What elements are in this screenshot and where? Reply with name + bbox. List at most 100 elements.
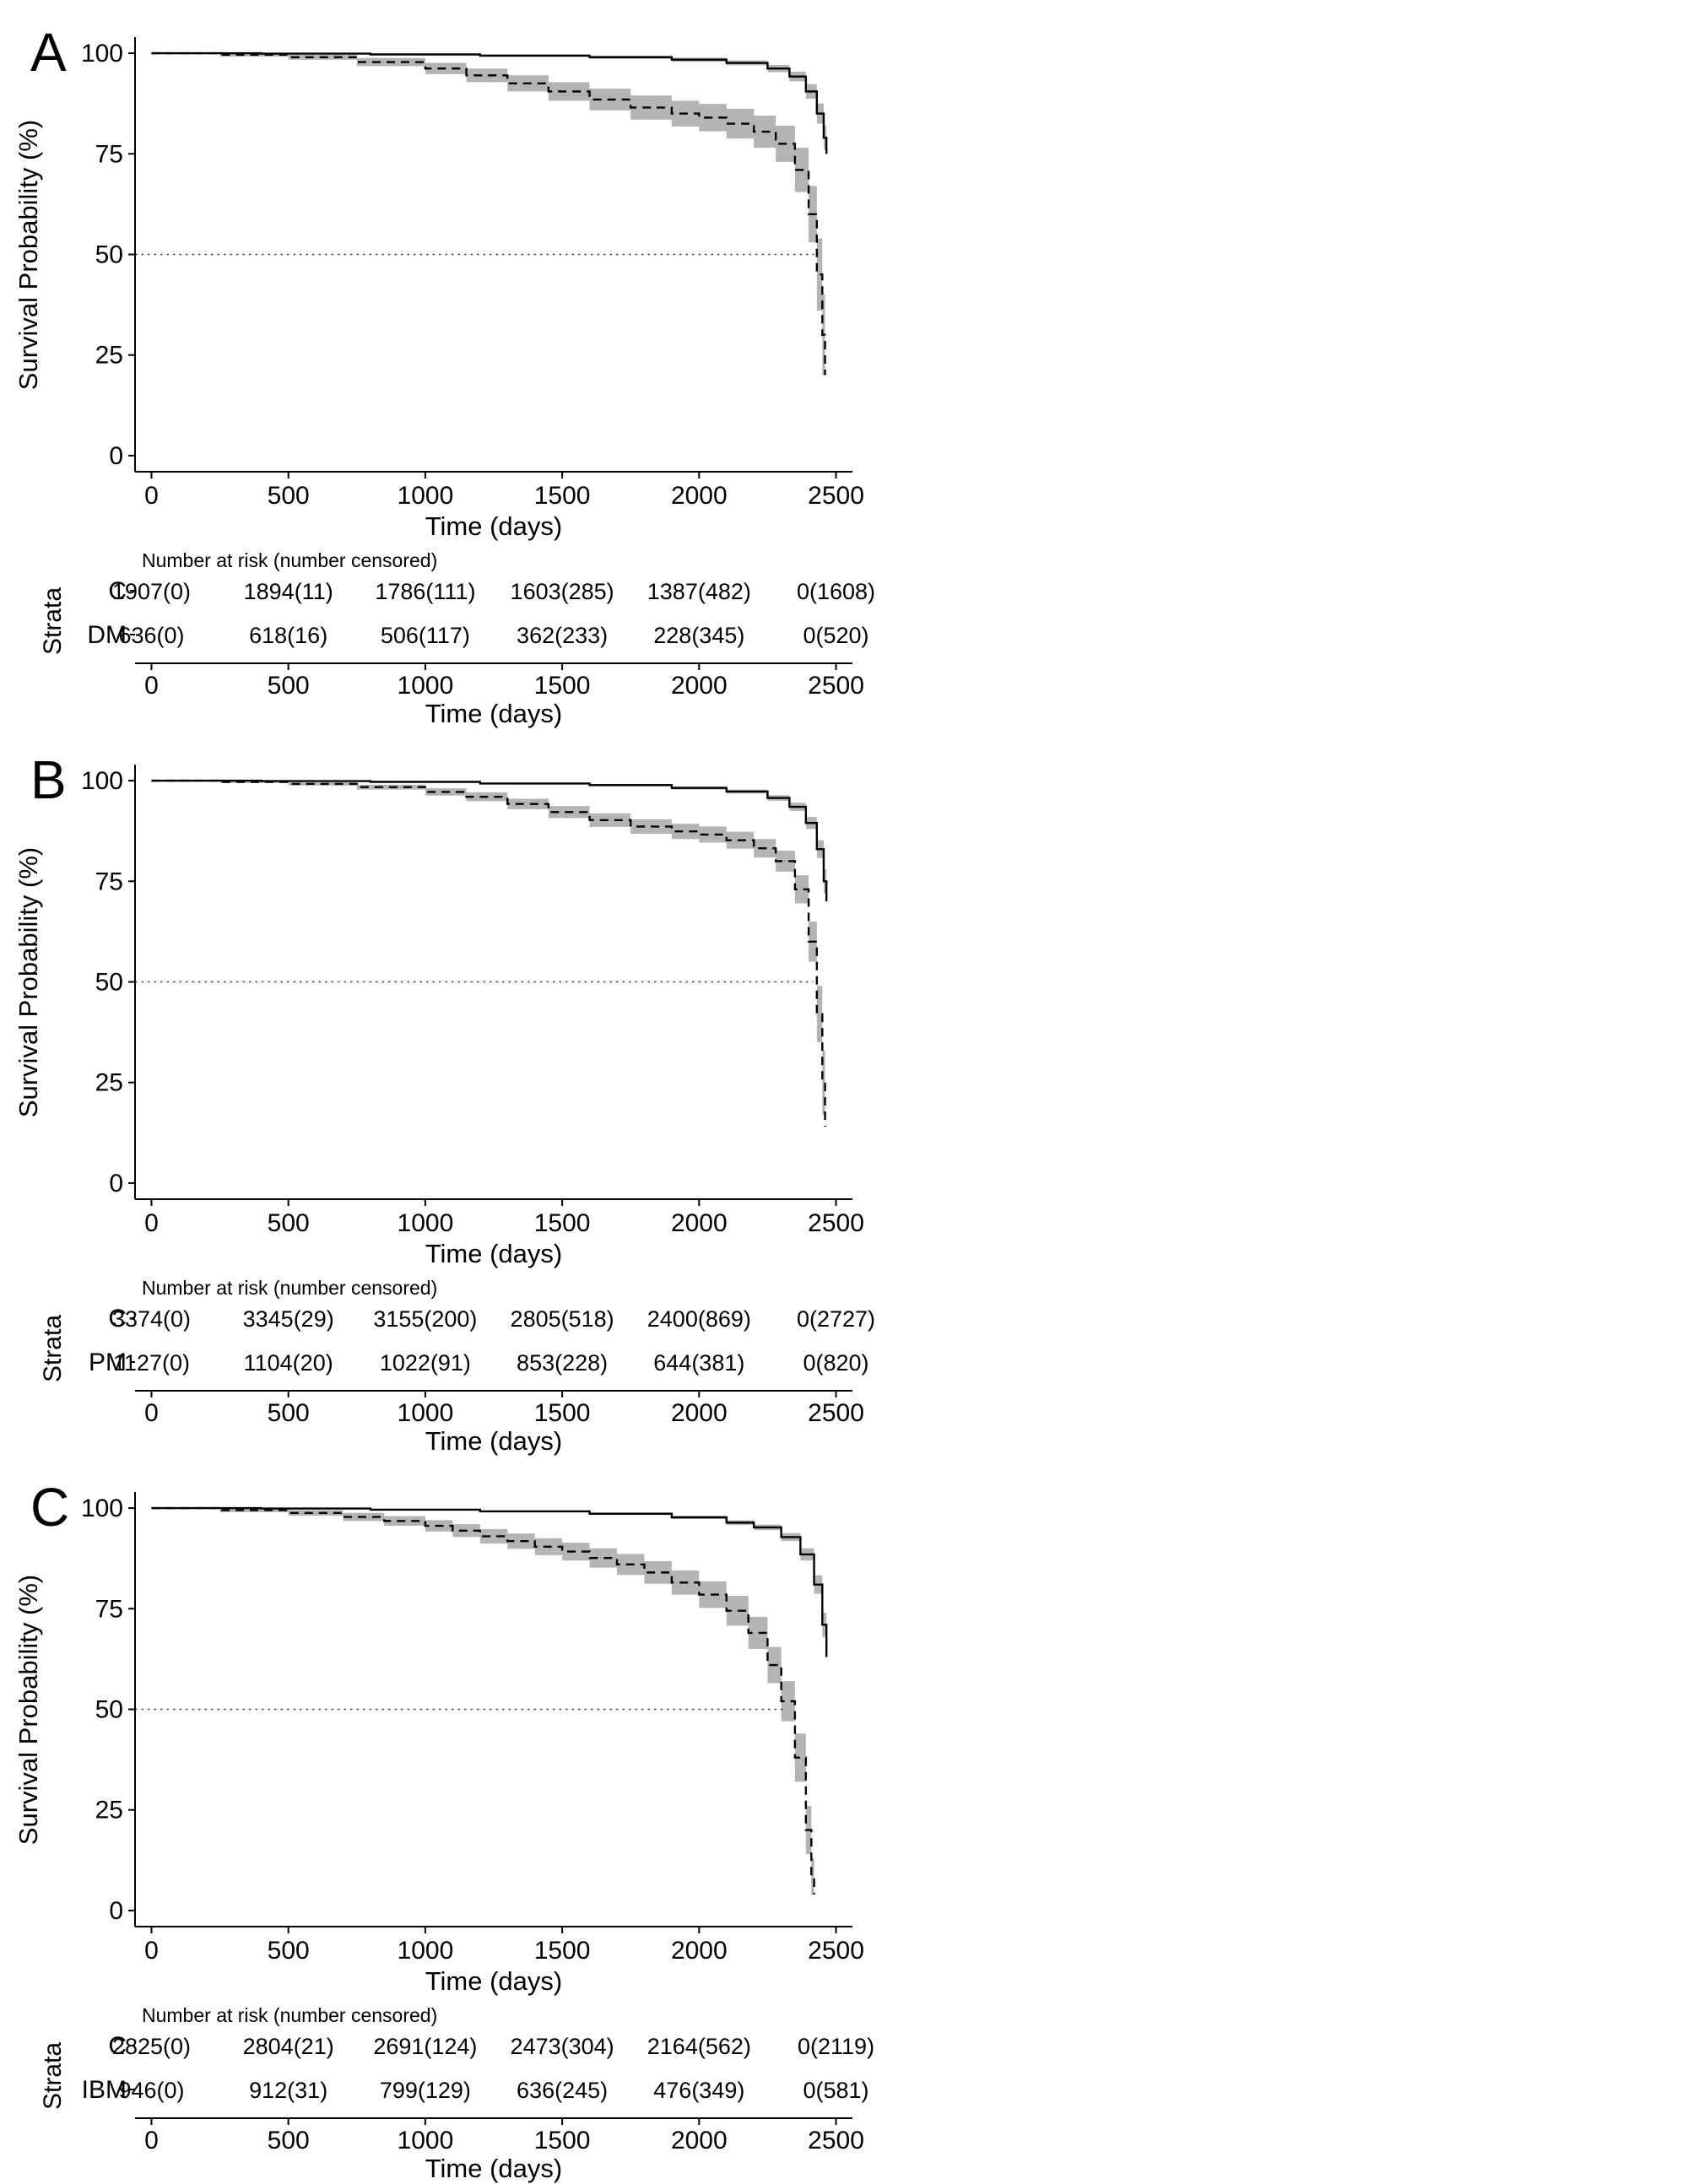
risk-value: 362(233) xyxy=(517,623,608,648)
risk-table-title: Number at risk (number censored) xyxy=(142,2004,437,2026)
panel-a: 0 25 50 75 100 0 500 1000 1500 2000 2500 C 1907(0) 18… xyxy=(8,3,903,731)
risk-x-axis-label: Time (days) xyxy=(425,1426,562,1456)
risk-x-tick-label: 500 xyxy=(268,672,310,700)
risk-x-axis-label: Time (days) xyxy=(425,699,562,728)
x-axis-label: Time (days) xyxy=(425,511,562,541)
risk-x-tick-label: 2500 xyxy=(808,1399,864,1427)
survival-curve-C xyxy=(151,51,828,154)
y-tick-label: 100 xyxy=(81,767,123,795)
confidence-band-IBM xyxy=(151,1508,814,1907)
risk-x-tick-label: 1500 xyxy=(534,2127,591,2154)
x-tick-label: 2000 xyxy=(671,1937,728,1965)
risk-x-tick-label: 1000 xyxy=(398,672,454,700)
survival-curve-C xyxy=(151,1506,828,1657)
panel-c: 0 25 50 75 100 0 500 1000 1500 2000 2500 C 2825(0) 28… xyxy=(8,1458,903,2184)
risk-table-title: Number at risk (number censored) xyxy=(142,549,437,571)
risk-value: 946(0) xyxy=(118,2078,184,2103)
risk-value: 799(129) xyxy=(380,2078,471,2103)
risk-x-tick-label: 2000 xyxy=(671,1399,728,1427)
risk-value: 228(345) xyxy=(653,623,744,648)
km-figure: 0 25 50 75 100 0 500 1000 1500 2000 2500 C 1907(0) 18… xyxy=(8,3,903,2184)
strata-axis-label: Strata xyxy=(39,1315,67,1382)
confidence-band-C xyxy=(151,53,827,168)
y-tick-label: 0 xyxy=(109,1170,123,1197)
risk-value: 2805(518) xyxy=(511,1306,614,1332)
risk-row-label: IBM xyxy=(82,2076,127,2104)
risk-value: 1894(11) xyxy=(244,579,333,604)
risk-x-tick-label: 1000 xyxy=(398,1399,454,1427)
risk-value: 644(381) xyxy=(653,1350,744,1376)
risk-value: 1104(20) xyxy=(244,1350,333,1376)
risk-row-label: C xyxy=(108,1305,127,1333)
risk-value: 1603(285) xyxy=(511,579,614,604)
panel-letter: B xyxy=(30,749,67,810)
x-tick-label: 2500 xyxy=(808,1937,864,1965)
risk-row-label: PM xyxy=(89,1349,127,1376)
risk-value: 476(349) xyxy=(653,2078,744,2103)
x-tick-label: 2000 xyxy=(671,1209,728,1237)
x-tick-label: 500 xyxy=(268,1937,310,1965)
risk-value: 636(0) xyxy=(118,623,184,648)
x-tick-label: 0 xyxy=(144,1937,159,1965)
risk-value: 506(117) xyxy=(381,623,470,648)
risk-value: 853(228) xyxy=(517,1350,608,1376)
panel-letter: C xyxy=(30,1477,69,1538)
y-tick-label: 0 xyxy=(109,1897,123,1925)
risk-value: 3345(29) xyxy=(243,1306,334,1332)
x-tick-label: 0 xyxy=(144,482,159,510)
risk-value: 0(1608) xyxy=(797,579,875,604)
x-tick-label: 1000 xyxy=(398,1209,454,1237)
risk-value: 0(520) xyxy=(803,623,869,648)
survival-curve-PM xyxy=(151,779,826,1127)
x-tick-label: 2500 xyxy=(808,1209,864,1237)
x-axis-label: Time (days) xyxy=(425,1239,562,1268)
x-tick-label: 2500 xyxy=(808,482,864,510)
x-tick-label: 1000 xyxy=(398,1937,454,1965)
y-tick-label: 75 xyxy=(95,140,123,168)
confidence-band-DM xyxy=(151,53,825,408)
risk-value: 2400(869) xyxy=(647,1306,751,1332)
x-tick-label: 1000 xyxy=(398,482,454,510)
risk-row-label: DM xyxy=(87,621,127,649)
risk-value: 3374(0) xyxy=(112,1306,191,1332)
risk-row-label: C xyxy=(108,577,127,605)
risk-value: 2691(124) xyxy=(373,2034,477,2059)
x-tick-label: 1500 xyxy=(534,1209,591,1237)
risk-value: 2473(304) xyxy=(511,2034,614,2059)
risk-value: 636(245) xyxy=(517,2078,608,2103)
strata-axis-label: Strata xyxy=(39,2042,67,2110)
risk-x-axis-label: Time (days) xyxy=(425,2154,562,2183)
y-tick-label: 25 xyxy=(95,1797,123,1825)
risk-x-tick-label: 500 xyxy=(268,2127,310,2154)
risk-value: 2164(562) xyxy=(647,2034,751,2059)
risk-value: 1786(111) xyxy=(375,579,475,604)
x-tick-label: 500 xyxy=(268,482,310,510)
y-tick-label: 100 xyxy=(81,1495,123,1522)
y-tick-label: 50 xyxy=(95,969,123,997)
risk-value: 618(16) xyxy=(249,623,327,648)
risk-value: 1022(91) xyxy=(380,1350,471,1376)
y-tick-label: 75 xyxy=(95,1595,123,1623)
risk-x-tick-label: 0 xyxy=(144,1399,159,1427)
confidence-band-PM xyxy=(151,781,825,1151)
survival-curve-DM xyxy=(151,51,826,376)
risk-value: 912(31) xyxy=(249,2078,327,2103)
x-tick-label: 500 xyxy=(268,1209,310,1237)
risk-value: 0(2727) xyxy=(797,1306,875,1332)
risk-value: 1127(0) xyxy=(113,1350,190,1376)
y-tick-label: 0 xyxy=(109,442,123,470)
x-tick-label: 0 xyxy=(144,1209,159,1237)
risk-x-tick-label: 0 xyxy=(144,672,159,700)
x-axis-label: Time (days) xyxy=(425,1966,562,1996)
risk-value: 2804(21) xyxy=(243,2034,334,2059)
risk-x-tick-label: 1500 xyxy=(534,672,591,700)
risk-x-tick-label: 2000 xyxy=(671,2127,728,2154)
risk-value: 0(820) xyxy=(803,1350,869,1376)
y-axis-label: Survival Probability (%) xyxy=(14,847,43,1117)
